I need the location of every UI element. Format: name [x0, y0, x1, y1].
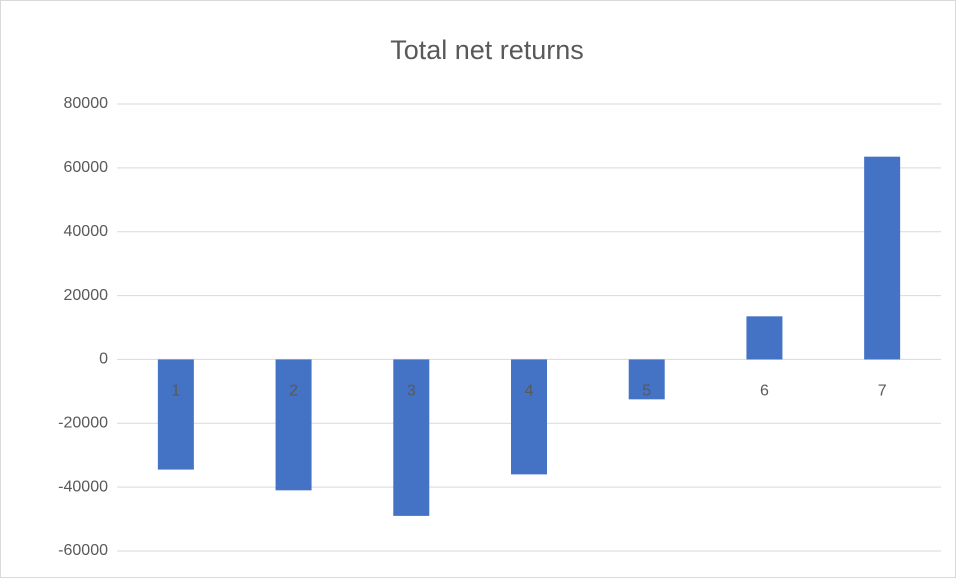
x-tick-label: 5 [642, 383, 651, 400]
chart-title: Total net returns [390, 35, 584, 65]
x-tick-label: 7 [878, 383, 887, 400]
y-tick-label: 0 [99, 351, 108, 368]
bar [864, 156, 901, 360]
bar [511, 359, 547, 475]
x-tick-label: 1 [171, 383, 180, 400]
x-tick-label: 6 [760, 383, 769, 400]
x-tick-label: 3 [407, 383, 416, 400]
y-tick-label: 40000 [64, 223, 109, 240]
y-tick-label: -40000 [58, 478, 108, 495]
y-tick-label: 20000 [64, 287, 109, 304]
y-tick-label: -60000 [58, 542, 108, 559]
bar [157, 359, 194, 470]
x-tick-label: 2 [289, 383, 298, 400]
y-tick-label: -20000 [58, 415, 108, 432]
bar [275, 359, 312, 491]
y-tick-label: 80000 [64, 95, 109, 112]
bar [393, 359, 430, 516]
bar [746, 316, 783, 360]
y-tick-label: 60000 [64, 159, 109, 176]
bar [628, 359, 665, 400]
x-tick-label: 4 [525, 383, 534, 400]
